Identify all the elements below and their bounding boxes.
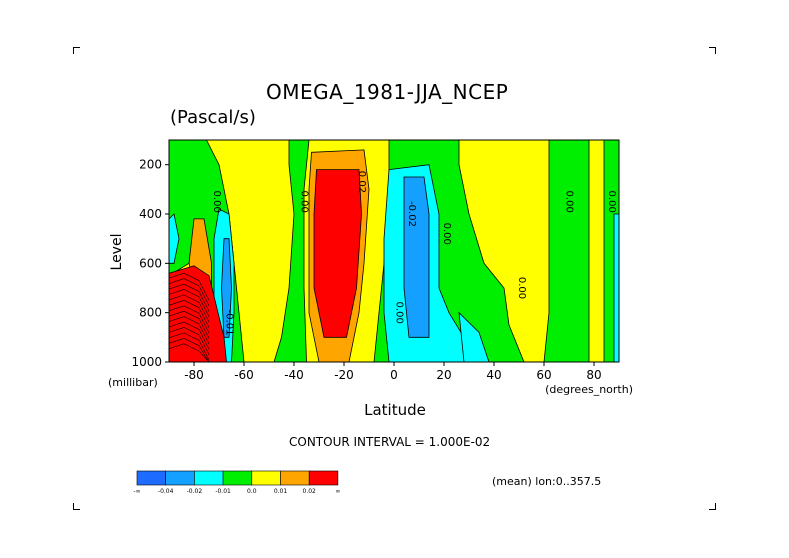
x-tick-label-0: -80 xyxy=(184,368,204,382)
contour-region-4 xyxy=(588,139,605,363)
x-axis: -80 -60 -40 -20 0 20 40 60 80 xyxy=(184,362,602,382)
contour-line-11 xyxy=(168,332,210,361)
contour-label-0: 0.00 xyxy=(211,191,222,213)
colorbar-swatch-3 xyxy=(222,470,253,486)
y-tick-label-0: 200 xyxy=(139,158,162,172)
contour-label-6: -0.01 xyxy=(224,310,235,336)
y-axis: 200 400 600 800 1000 xyxy=(131,158,169,369)
colorbar-swatch-4 xyxy=(251,470,281,486)
contour-label-9: 0.00 xyxy=(606,191,617,213)
contour-line-2 xyxy=(168,283,210,312)
contour-region-11 xyxy=(403,176,430,338)
contour-line-10 xyxy=(168,327,210,355)
chart-title: OMEGA_1981-JJA_NCEP xyxy=(266,80,509,104)
corner-mark-bottom-right xyxy=(709,503,716,510)
colorbar-label-3: -0.01 xyxy=(215,488,231,495)
x-tick-label-1: -60 xyxy=(234,368,254,382)
contour-line-12 xyxy=(168,337,210,363)
colorbar-label-0: -∞ xyxy=(133,488,140,495)
mean-note: (mean) lon:0..357.5 xyxy=(492,475,602,488)
contour-region-9 xyxy=(168,213,180,264)
y-tick-label-4: 1000 xyxy=(131,355,162,369)
colorbar: -∞ -0.04 -0.02 -0.01 0.0 0.01 0.02 ∞ xyxy=(133,470,340,495)
y-tick-label-3: 800 xyxy=(139,306,162,320)
x-axis-unit: (degrees_north) xyxy=(545,383,633,396)
colorbar-label-4: 0.0 xyxy=(247,488,257,495)
colorbar-swatch-0 xyxy=(136,470,167,486)
contour-line-4 xyxy=(168,294,210,323)
contour-line-3 xyxy=(168,289,210,317)
contour-region-15 xyxy=(313,169,362,338)
contour-line-7 xyxy=(168,310,210,339)
contour-line-0 xyxy=(168,272,210,301)
contour-region-10 xyxy=(613,213,620,363)
y-tick-label-1: 400 xyxy=(139,207,162,221)
contour-line-8 xyxy=(168,316,210,344)
contour-label-5: 0.00 xyxy=(394,302,405,324)
colorbar-label-1: -0.04 xyxy=(158,488,174,495)
contour-label-3: -0.02 xyxy=(406,201,417,227)
contour-label-2: 0.02 xyxy=(356,171,367,193)
contour-fills xyxy=(168,139,620,363)
corner-mark-bottom-left xyxy=(73,503,80,510)
contour-region-12 xyxy=(221,238,232,338)
contour-label-4: 0.00 xyxy=(441,223,452,245)
chart-subtitle: (Pascal/s) xyxy=(170,107,256,128)
x-axis-label: Latitude xyxy=(364,401,426,419)
contour-interval-note: CONTOUR INTERVAL = 1.000E-02 xyxy=(289,435,491,449)
colorbar-swatch-2 xyxy=(194,470,224,486)
contour-region-3 xyxy=(458,139,550,363)
y-axis-unit: (millibar) xyxy=(108,376,158,389)
colorbar-swatch-5 xyxy=(280,470,310,486)
contour-label-1: 0.00 xyxy=(299,191,310,213)
corner-mark-top-right xyxy=(709,47,716,54)
colorbar-label-5: 0.01 xyxy=(274,488,288,495)
colorbar-label-6: 0.02 xyxy=(303,488,317,495)
contour-line-1 xyxy=(168,278,210,306)
colorbar-label-2: -0.02 xyxy=(187,488,203,495)
y-tick-label-2: 600 xyxy=(139,256,162,270)
contour-line-6 xyxy=(168,305,210,334)
colorbar-label-7: ∞ xyxy=(335,488,340,495)
contour-label-7: 0.00 xyxy=(516,277,527,299)
x-tick-label-6: 40 xyxy=(486,368,501,382)
colorbar-swatch-6 xyxy=(308,470,339,486)
corner-mark-top-left xyxy=(73,47,80,54)
x-tick-label-5: 20 xyxy=(436,368,451,382)
x-tick-label-3: -20 xyxy=(334,368,354,382)
colorbar-swatch-1 xyxy=(165,470,195,486)
contour-line-9 xyxy=(168,321,210,350)
contour-line-5 xyxy=(168,299,210,328)
contour-line-13 xyxy=(168,343,210,363)
x-tick-label-8: 80 xyxy=(586,368,601,382)
x-tick-label-7: 60 xyxy=(536,368,551,382)
x-tick-label-2: -40 xyxy=(284,368,304,382)
contour-labels: 0.00 0.00 0.02 -0.02 0.00 0.00 -0.01 0.00 0.00 0.… xyxy=(211,171,617,336)
x-tick-label-4: 0 xyxy=(390,368,398,382)
contour-label-8: 0.00 xyxy=(564,191,575,213)
y-axis-label: Level xyxy=(109,234,125,271)
